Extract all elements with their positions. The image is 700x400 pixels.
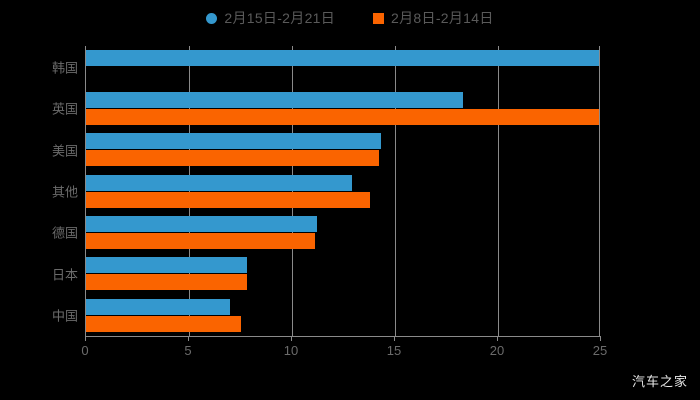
y-axis-label-美国: 美国 bbox=[51, 143, 78, 159]
x-axis bbox=[85, 336, 600, 337]
y-axis-label-韩国: 韩国 bbox=[51, 60, 78, 76]
bar-美国-series-1[interactable] bbox=[86, 133, 381, 150]
legend-label-series-1: 2月15日-2月21日 bbox=[224, 10, 336, 26]
y-axis-label-其他: 其他 bbox=[51, 184, 78, 200]
square-marker-icon bbox=[373, 12, 385, 24]
y-axis-category-labels: 韩国英国美国其他德国日本中国 bbox=[0, 46, 78, 336]
x-axis-tick-label: 25 bbox=[592, 343, 608, 358]
y-axis-label-日本: 日本 bbox=[51, 267, 78, 283]
bar-其他-series-1[interactable] bbox=[86, 174, 352, 191]
bar-series-group bbox=[86, 46, 599, 336]
bar-韩国-series-1[interactable] bbox=[86, 50, 599, 67]
legend-item-series-2[interactable]: 2月8日-2月14日 bbox=[373, 8, 494, 28]
gridline bbox=[395, 46, 396, 336]
y-axis-label-英国: 英国 bbox=[51, 101, 78, 117]
watermark-logo: 汽车之家 bbox=[631, 374, 688, 389]
x-axis-tick bbox=[291, 336, 292, 341]
legend-item-series-1[interactable]: 2月15日-2月21日 bbox=[206, 8, 335, 28]
bar-英国-series-1[interactable] bbox=[86, 91, 463, 108]
plot-area bbox=[85, 46, 600, 336]
x-axis-tick bbox=[85, 336, 86, 341]
gridline bbox=[498, 46, 499, 336]
x-axis-tick-label: 15 bbox=[386, 343, 402, 358]
bar-德国-series-1[interactable] bbox=[86, 215, 317, 232]
legend-label-series-2: 2月8日-2月14日 bbox=[391, 10, 494, 26]
x-axis-tick-label: 10 bbox=[283, 343, 299, 358]
bar-英国-series-2[interactable] bbox=[86, 108, 599, 125]
x-axis-tick bbox=[188, 336, 189, 341]
bar-其他-series-2[interactable] bbox=[86, 191, 371, 208]
bar-美国-series-2[interactable] bbox=[86, 150, 379, 167]
bar-中国-series-2[interactable] bbox=[86, 315, 241, 332]
bar-中国-series-1[interactable] bbox=[86, 298, 231, 315]
bar-德国-series-2[interactable] bbox=[86, 232, 315, 249]
y-axis-label-中国: 中国 bbox=[51, 308, 78, 324]
x-axis-tick bbox=[600, 336, 601, 341]
gridline bbox=[189, 46, 190, 336]
circle-marker-icon bbox=[206, 12, 218, 24]
x-axis-tick-label: 0 bbox=[81, 343, 89, 358]
x-axis-tick bbox=[497, 336, 498, 341]
bar-日本-series-2[interactable] bbox=[86, 274, 247, 291]
bar-日本-series-1[interactable] bbox=[86, 257, 247, 274]
x-axis-tick-label: 5 bbox=[184, 343, 192, 358]
x-axis-tick-label: 20 bbox=[489, 343, 505, 358]
chart-legend: 2月15日-2月21日 2月8日-2月14日 bbox=[0, 6, 700, 30]
x-axis-tick bbox=[394, 336, 395, 341]
y-axis-label-德国: 德国 bbox=[51, 225, 78, 241]
gridline bbox=[292, 46, 293, 336]
